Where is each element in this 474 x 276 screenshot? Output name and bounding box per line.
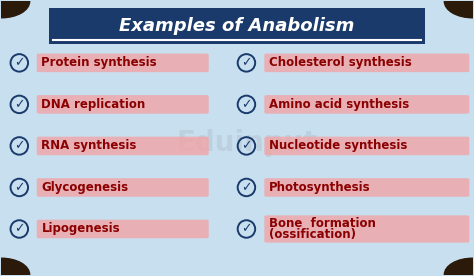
Text: ✓: ✓: [14, 222, 25, 235]
Text: ✓: ✓: [14, 56, 25, 69]
Text: Cholesterol synthesis: Cholesterol synthesis: [269, 56, 412, 69]
FancyBboxPatch shape: [36, 54, 209, 72]
Text: Examples of Anabolism: Examples of Anabolism: [119, 17, 355, 35]
Text: DNA replication: DNA replication: [41, 98, 146, 111]
FancyBboxPatch shape: [264, 54, 469, 72]
Text: Nucleotide synthesis: Nucleotide synthesis: [269, 139, 408, 152]
FancyBboxPatch shape: [264, 178, 469, 197]
Text: ✓: ✓: [241, 98, 252, 111]
Circle shape: [444, 0, 474, 18]
Text: Photosynthesis: Photosynthesis: [269, 181, 371, 194]
Text: Amino acid synthesis: Amino acid synthesis: [269, 98, 409, 111]
Text: Protein synthesis: Protein synthesis: [41, 56, 157, 69]
Circle shape: [0, 258, 30, 276]
FancyBboxPatch shape: [36, 220, 209, 238]
FancyBboxPatch shape: [264, 215, 469, 243]
Text: Bone  formation: Bone formation: [269, 217, 376, 230]
Text: ✓: ✓: [241, 56, 252, 69]
Text: Lipogenesis: Lipogenesis: [41, 222, 120, 235]
Text: ✓: ✓: [241, 181, 252, 194]
Text: ✓: ✓: [14, 139, 25, 152]
Text: ✓: ✓: [14, 181, 25, 194]
Text: ✓: ✓: [241, 139, 252, 152]
Text: Eduinput: Eduinput: [176, 129, 317, 158]
Text: Glycogenesis: Glycogenesis: [41, 181, 128, 194]
Text: (ossification): (ossification): [269, 229, 356, 242]
FancyBboxPatch shape: [264, 137, 469, 155]
Text: RNA synthesis: RNA synthesis: [41, 139, 137, 152]
FancyBboxPatch shape: [36, 178, 209, 197]
Text: ✓: ✓: [241, 222, 252, 235]
FancyBboxPatch shape: [36, 137, 209, 155]
Circle shape: [444, 258, 474, 276]
Circle shape: [0, 0, 30, 18]
FancyBboxPatch shape: [264, 95, 469, 114]
Text: ✓: ✓: [14, 98, 25, 111]
FancyBboxPatch shape: [36, 95, 209, 114]
FancyBboxPatch shape: [48, 8, 426, 44]
